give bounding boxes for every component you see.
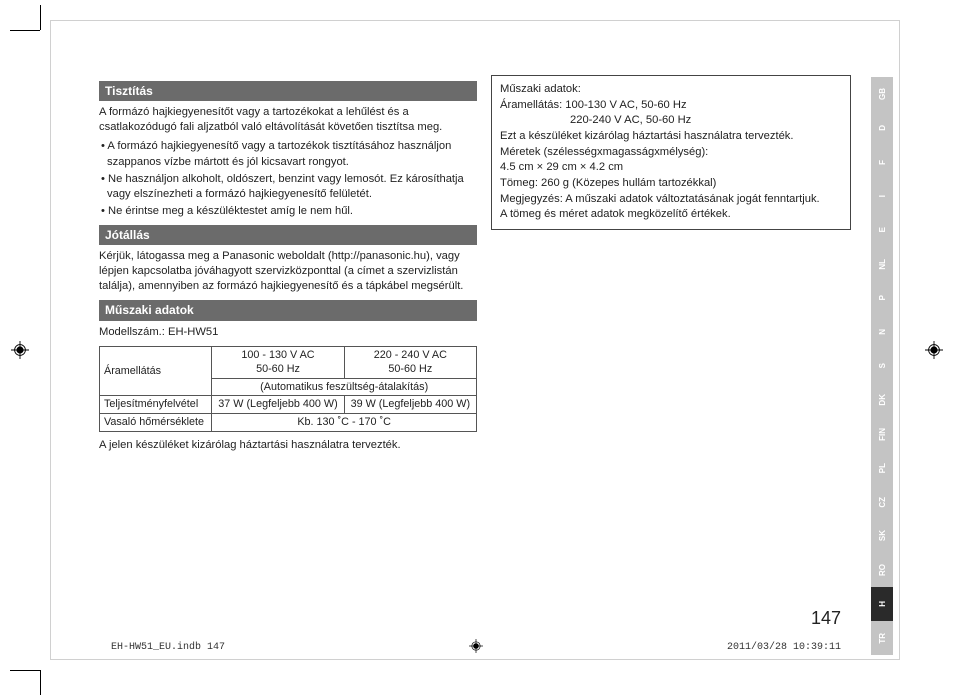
box-l3: 220-240 V AC, 50-60 Hz — [500, 113, 842, 129]
section-cleaning-title: Tisztítás — [99, 81, 477, 101]
cleaning-bullet-3: • Ne érintse meg a készüléktestet amíg l… — [99, 204, 477, 219]
specs-note: A jelen készüléket kizárólag háztartási … — [99, 438, 477, 453]
print-footer: EH-HW51_EU.indb 147 2011/03/28 10:39:11 — [111, 642, 841, 653]
box-l4: Ezt a készüléket kizárólag háztartási ha… — [500, 129, 842, 145]
lang-tab-s[interactable]: S — [871, 349, 893, 383]
lang-tab-tr[interactable]: TR — [871, 621, 893, 655]
left-column: Tisztítás A formázó hajkiegyenesítőt vag… — [99, 75, 477, 457]
cell-v2: 220 - 240 V AC50-60 Hz — [344, 346, 476, 378]
spec-box: Műszaki adatok: Áramellátás: 100-130 V A… — [491, 75, 851, 230]
section-warranty-title: Jótállás — [99, 225, 477, 245]
box-l7: Tömeg: 260 g (Közepes hullám tartozékkal… — [500, 176, 842, 192]
lang-tab-f[interactable]: F — [871, 145, 893, 179]
box-l9: A tömeg és méret adatok megközelítő érté… — [500, 207, 842, 223]
box-l8: Megjegyzés: A műszaki adatok változtatás… — [500, 192, 842, 208]
lang-tab-dk[interactable]: DK — [871, 383, 893, 417]
spec-table: Áramellátás 100 - 130 V AC50-60 Hz 220 -… — [99, 346, 477, 432]
box-l2: Áramellátás: 100-130 V AC, 50-60 Hz — [500, 98, 842, 114]
warranty-text: Kérjük, látogassa meg a Panasonic webold… — [99, 249, 477, 294]
language-tabs: GBDFIENLPNSDKFINPLCZSKROHTR — [871, 77, 893, 655]
lang-tab-i[interactable]: I — [871, 179, 893, 213]
footer-timestamp: 2011/03/28 10:39:11 — [727, 642, 841, 653]
row-power-label: Áramellátás — [100, 346, 212, 396]
lang-tab-nl[interactable]: NL — [871, 247, 893, 281]
lang-tab-e[interactable]: E — [871, 213, 893, 247]
footer-file: EH-HW51_EU.indb 147 — [111, 642, 225, 653]
row-power-draw-label: Teljesítményfelvétel — [100, 396, 212, 414]
lang-tab-p[interactable]: P — [871, 281, 893, 315]
lang-tab-cz[interactable]: CZ — [871, 485, 893, 519]
lang-tab-fin[interactable]: FIN — [871, 417, 893, 451]
right-column: Műszaki adatok: Áramellátás: 100-130 V A… — [491, 75, 851, 457]
cell-w1: 37 W (Legfeljebb 400 W) — [212, 396, 344, 414]
registration-mark-left — [11, 341, 29, 359]
lang-tab-ro[interactable]: RO — [871, 553, 893, 587]
lang-tab-gb[interactable]: GB — [871, 77, 893, 111]
footer-reg-mark — [469, 639, 483, 657]
lang-tab-sk[interactable]: SK — [871, 519, 893, 553]
cleaning-bullet-1: • A formázó hajkiegyenesítő vagy a tarto… — [99, 139, 477, 169]
cell-w2: 39 W (Legfeljebb 400 W) — [344, 396, 476, 414]
lang-tab-n[interactable]: N — [871, 315, 893, 349]
box-l5: Méretek (szélességxmagasságxmélység): — [500, 145, 842, 161]
content-columns: Tisztítás A formázó hajkiegyenesítőt vag… — [51, 21, 899, 457]
cleaning-intro: A formázó hajkiegyenesítőt vagy a tartoz… — [99, 105, 477, 135]
cell-auto: (Automatikus feszültség-átalakítás) — [212, 378, 477, 396]
box-l6: 4.5 cm × 29 cm × 4.2 cm — [500, 160, 842, 176]
cell-temp: Kb. 130 ˚C - 170 ˚C — [212, 414, 477, 432]
page-number: 147 — [811, 608, 841, 629]
section-specs-title: Műszaki adatok — [99, 300, 477, 320]
cleaning-bullet-2: • Ne használjon alkoholt, oldószert, ben… — [99, 172, 477, 202]
cell-v1: 100 - 130 V AC50-60 Hz — [212, 346, 344, 378]
row-temp-label: Vasaló hőmérséklete — [100, 414, 212, 432]
model-number: Modellszám.: EH-HW51 — [99, 325, 477, 340]
manual-page: Tisztítás A formázó hajkiegyenesítőt vag… — [50, 20, 900, 660]
lang-tab-pl[interactable]: PL — [871, 451, 893, 485]
registration-mark-right — [925, 341, 943, 359]
lang-tab-d[interactable]: D — [871, 111, 893, 145]
box-l1: Műszaki adatok: — [500, 82, 842, 98]
lang-tab-h[interactable]: H — [871, 587, 893, 621]
